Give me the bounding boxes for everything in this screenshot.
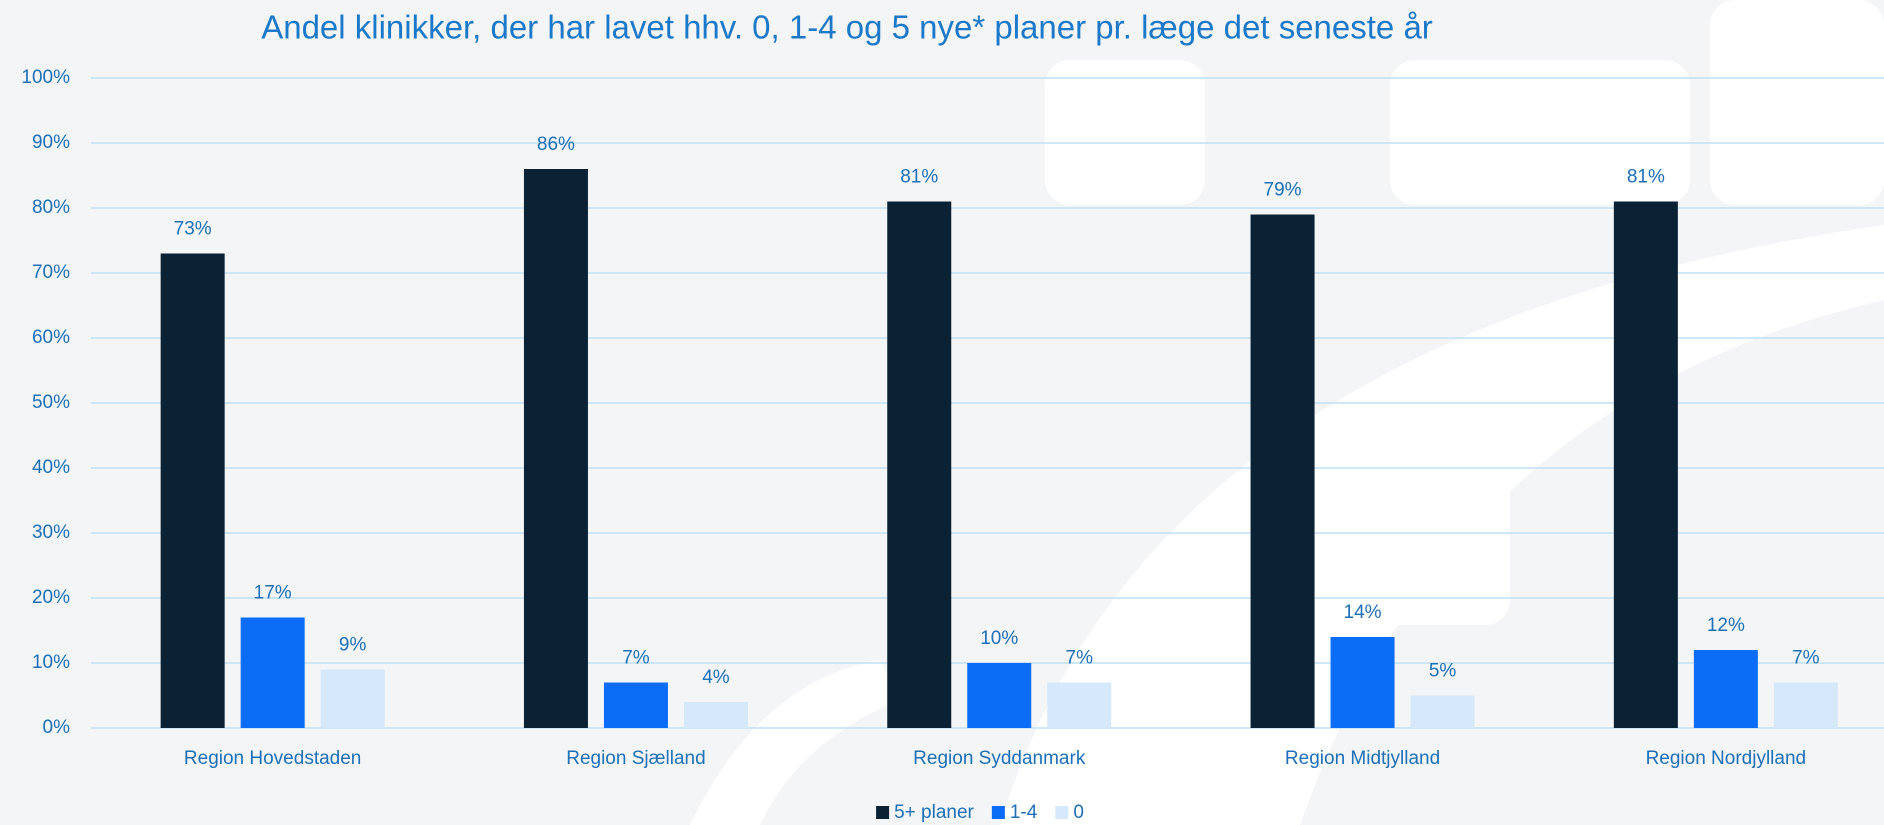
data-label: 4% [702, 667, 730, 688]
bar [1410, 695, 1475, 728]
x-tick-label: Region Midtjylland [1285, 748, 1440, 769]
bar [1250, 214, 1315, 728]
y-tick-label: 80% [32, 197, 70, 218]
bar [967, 663, 1032, 728]
bar [523, 169, 588, 728]
bar [160, 253, 225, 728]
legend-label: 0 [1073, 802, 1084, 823]
x-tick-label: Region Sjælland [566, 748, 705, 769]
y-tick-label: 0% [43, 717, 71, 738]
bar [1047, 682, 1112, 728]
data-label: 9% [339, 635, 367, 656]
bar [320, 669, 385, 728]
y-tick-label: 40% [32, 457, 70, 478]
data-label: 7% [1792, 648, 1820, 669]
data-label: 81% [1627, 167, 1665, 188]
bar [887, 201, 952, 728]
bar [1773, 682, 1838, 728]
bar [1613, 201, 1678, 728]
x-tick-label: Region Nordjylland [1646, 748, 1807, 769]
y-tick-label: 10% [32, 652, 70, 673]
y-tick-label: 70% [32, 262, 70, 283]
data-label: 79% [1264, 180, 1302, 201]
y-tick-label: 20% [32, 587, 70, 608]
data-label: 81% [900, 167, 938, 188]
x-tick-label: Region Syddanmark [913, 748, 1086, 769]
y-tick-label: 30% [32, 522, 70, 543]
y-tick-label: 90% [32, 132, 70, 153]
data-label: 14% [1344, 602, 1382, 623]
chart-title: Andel klinikker, der har lavet hhv. 0, 1… [261, 9, 1433, 46]
bar [1330, 637, 1395, 728]
y-tick-label: 50% [32, 392, 70, 413]
bar [1693, 650, 1758, 728]
data-label: 12% [1707, 615, 1745, 636]
legend-label: 5+ planer [894, 802, 974, 823]
legend-label: 1-4 [1010, 802, 1038, 823]
bar [683, 702, 748, 728]
data-label: 7% [1066, 648, 1094, 669]
data-label: 7% [622, 648, 650, 669]
bar [603, 682, 668, 728]
y-tick-label: 60% [32, 327, 70, 348]
legend-swatch [1055, 806, 1069, 819]
legend-swatch [876, 806, 890, 819]
data-label: 5% [1429, 661, 1457, 682]
legend-swatch [991, 806, 1005, 819]
x-tick-label: Region Hovedstaden [184, 748, 361, 769]
data-label: 17% [254, 583, 292, 604]
y-tick-label: 100% [21, 67, 70, 88]
bar [240, 617, 305, 728]
data-label: 73% [174, 219, 212, 240]
data-label: 10% [980, 628, 1018, 649]
data-label: 86% [537, 134, 575, 155]
